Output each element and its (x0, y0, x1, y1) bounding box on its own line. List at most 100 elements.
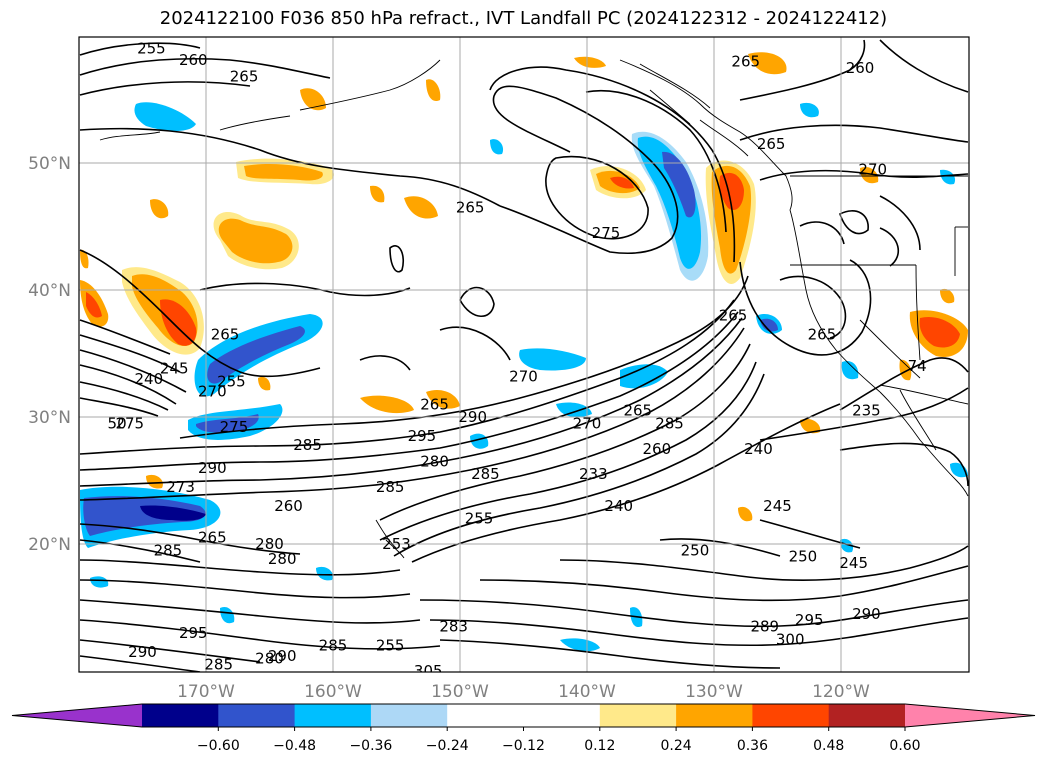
contour-label: 265 (230, 68, 259, 86)
contour-label: 285 (319, 637, 348, 655)
contour-label: 280 (420, 452, 449, 470)
contour-label: 289 (750, 618, 779, 636)
colorbar: −0.60 −0.48 −0.36 −0.24 −0.12 0.12 0.24 0.36 0.4… (11, 703, 1036, 754)
colorbar-swatch (447, 704, 524, 727)
colorbar-swatch (599, 704, 677, 727)
contour-label: 250 (681, 541, 710, 559)
contour-label: 265 (808, 325, 837, 343)
colorbar-max-extend (905, 704, 1035, 727)
longitude-label: 120°W (812, 682, 870, 702)
contour-label: 285 (154, 541, 183, 559)
contour-label: 240 (135, 370, 164, 388)
positive-shading (80, 52, 968, 522)
colorbar-tick-label: −0.12 (502, 738, 545, 754)
contour-label: 300 (776, 630, 805, 648)
contour-label: 245 (839, 554, 868, 572)
contour-label: 265 (456, 198, 485, 216)
contour-label: 295 (408, 427, 437, 445)
contour-label: 290 (458, 408, 487, 426)
contour-label: 245 (763, 497, 792, 515)
colorbar-tick-label: 0.36 (737, 738, 768, 754)
contour-label: 255 (137, 40, 166, 58)
colorbar-tick-label: 0.60 (889, 738, 920, 754)
latitude-label: 30°N (28, 408, 71, 428)
graticule (79, 37, 969, 672)
contour-label: 260 (179, 51, 208, 69)
contour-label: 290 (268, 647, 297, 665)
contour-label: 245 (160, 360, 189, 378)
contour-label: 74 (908, 357, 927, 375)
contour-label: 265 (731, 52, 760, 70)
contour-label: 273 (166, 478, 195, 496)
contour-label: 260 (846, 59, 875, 77)
contour-label: 265 (420, 395, 449, 413)
longitude-label: 170°W (177, 682, 235, 702)
contour-label: 280 (268, 550, 297, 568)
contour-label: 260 (643, 440, 672, 458)
contour-label: 290 (198, 459, 227, 477)
contour-label: 270 (858, 160, 887, 178)
map-title: 2024122100 F036 850 hPa refract., IVT La… (159, 8, 888, 29)
longitude-label: 140°W (558, 682, 616, 702)
contour-label: 255 (465, 510, 494, 528)
contour-label: 285 (471, 465, 500, 483)
longitude-label: 130°W (685, 682, 743, 702)
contour-label: 235 (852, 402, 881, 420)
contour-label: 305 (414, 662, 443, 680)
colorbar-tick-label: 0.48 (813, 738, 844, 754)
contour-label: 265 (198, 529, 227, 547)
contour-label: 290 (852, 605, 881, 623)
colorbar-min-extend (12, 704, 142, 727)
colorbar-tick-label: 0.12 (584, 738, 615, 754)
latitude-label: 20°N (28, 535, 71, 555)
contour-label: 240 (744, 440, 773, 458)
colorbar-tick-label: −0.60 (197, 738, 240, 754)
contour-label: 265 (211, 325, 240, 343)
contour-label: 283 (439, 618, 468, 636)
contour-label: 295 (795, 611, 824, 629)
contour-label: 285 (376, 478, 405, 496)
colorbar-tick-label: −0.24 (426, 738, 469, 754)
contour-label: 275 (220, 418, 249, 436)
contour-label: 270 (198, 383, 227, 401)
map-frame (78, 36, 970, 673)
colorbar-tick-label: −0.36 (349, 738, 392, 754)
contour-label: 233 (579, 465, 608, 483)
longitude-labels: 170°W 160°W 150°W 140°W 130°W 120°W (177, 682, 870, 702)
contour-label: 265 (719, 306, 748, 324)
contour-label: 285 (204, 656, 233, 674)
contour-label: 255 (217, 372, 246, 390)
contour-label: 275 (592, 224, 621, 242)
contour-label: 250 (789, 548, 818, 566)
contour-label: 240 (604, 497, 633, 515)
longitude-label: 160°W (304, 682, 362, 702)
negative-shading (80, 102, 968, 652)
colorbar-swatch (523, 704, 601, 727)
longitude-label: 150°W (431, 682, 489, 702)
contour-label: 255 (376, 637, 405, 655)
contour-label: 295 (179, 624, 208, 642)
contour-label: 290 (128, 643, 157, 661)
coastlines (99, 59, 969, 559)
contour-label: 265 (757, 135, 786, 153)
contour-label: 280 (255, 649, 284, 667)
colorbar-swatch (294, 704, 372, 727)
colorbar-swatch (676, 704, 753, 727)
latitude-labels: 50°N 40°N 30°N 20°N (28, 154, 71, 555)
latitude-label: 40°N (28, 281, 71, 301)
latitude-label: 50°N (28, 154, 71, 174)
colorbar-swatch (828, 704, 906, 727)
contour-label: 285 (293, 436, 322, 454)
refractivity-contours (79, 39, 969, 672)
contour-label: 260 (274, 497, 303, 515)
colorbar-swatch (218, 704, 296, 727)
contour-label: 280 (255, 535, 284, 553)
contour-label: 270 (573, 414, 602, 432)
contour-label: 270 (509, 367, 538, 385)
contour-label: 50 (108, 414, 127, 432)
colorbar-swatch (142, 704, 219, 727)
contour-label: 275 (115, 414, 144, 432)
